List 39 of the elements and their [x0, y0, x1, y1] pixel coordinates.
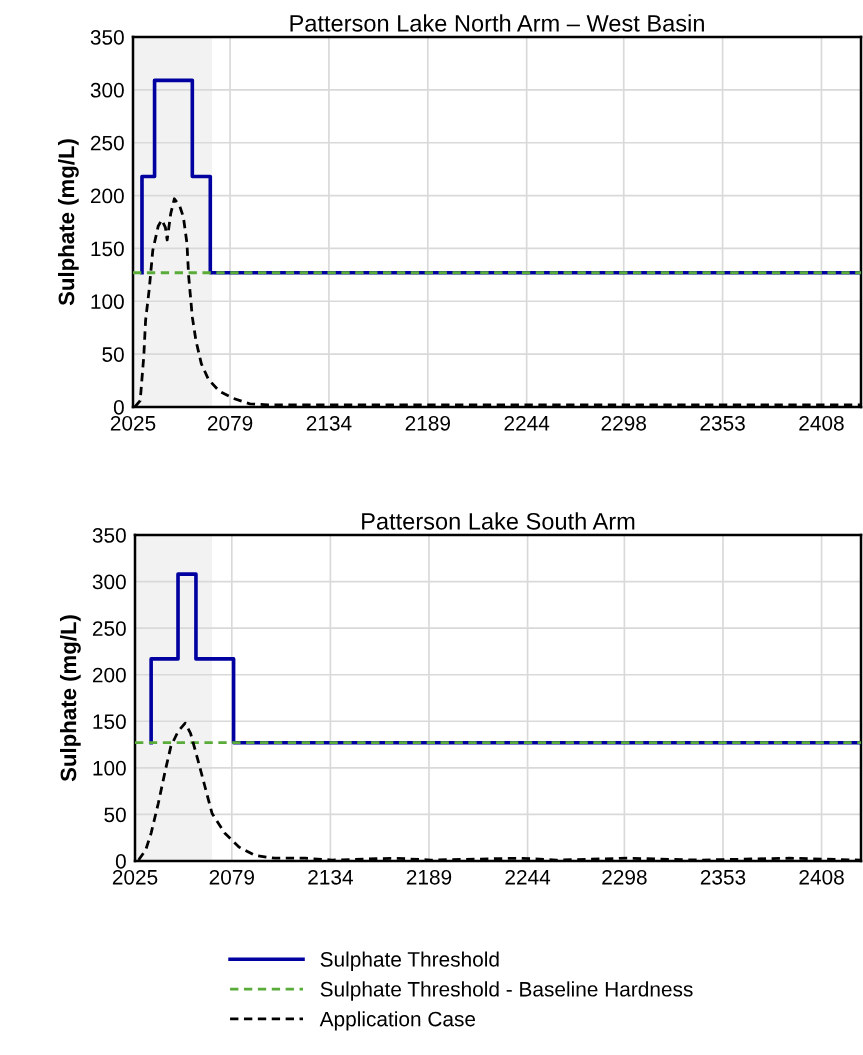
- chart-title: Patterson Lake South Arm: [362, 512, 635, 530]
- y-tick-label: 0: [113, 400, 124, 415]
- y-tick-label: 350: [92, 528, 126, 543]
- x-tick-label: 2079: [207, 415, 253, 431]
- y-tick-label: 100: [93, 760, 126, 776]
- y-axis-title: Sulphate (mg/L): [59, 615, 81, 782]
- legend-label: Sulphate Threshold - Baseline Hardness: [320, 981, 693, 1001]
- chart-title: Patterson Lake North Arm – West Basin: [290, 14, 704, 32]
- x-tick-label: 2298: [601, 415, 646, 431]
- legend-label: Sulphate Threshold: [320, 951, 499, 971]
- y-tick-label: 50: [104, 807, 126, 823]
- x-tick-label: 2244: [504, 415, 550, 431]
- y-tick-label: 250: [92, 621, 126, 636]
- x-tick-label: 2298: [602, 869, 647, 885]
- y-tick-label: 150: [93, 714, 126, 730]
- legend-label: Application Case: [319, 1011, 476, 1031]
- x-tick-label: 2353: [700, 869, 746, 885]
- y-tick-label: 100: [91, 294, 124, 310]
- y-tick-label: 200: [92, 667, 126, 683]
- y-tick-label: 0: [115, 854, 126, 869]
- y-tick-label: 350: [90, 30, 124, 45]
- x-tick-label: 2408: [799, 415, 844, 431]
- x-tick-label: 2134: [308, 869, 353, 885]
- y-tick-label: 250: [90, 135, 124, 151]
- y-tick-label: 50: [102, 347, 124, 362]
- y-tick-label: 200: [90, 188, 124, 204]
- x-tick-label: 2189: [405, 415, 450, 431]
- y-axis-title: Sulphate (mg/L): [57, 139, 79, 306]
- x-tick-label: 2244: [505, 869, 551, 885]
- x-tick-label: 2353: [700, 415, 745, 431]
- x-tick-label: 2025: [110, 415, 156, 431]
- y-tick-label: 150: [91, 241, 124, 257]
- y-tick-label: 300: [90, 82, 124, 98]
- x-tick-label: 2408: [799, 869, 844, 885]
- x-tick-label: 2025: [112, 869, 158, 885]
- y-tick-label: 300: [92, 574, 126, 590]
- x-tick-label: 2079: [209, 869, 254, 885]
- x-tick-label: 2189: [406, 869, 452, 885]
- x-tick-label: 2134: [306, 415, 352, 431]
